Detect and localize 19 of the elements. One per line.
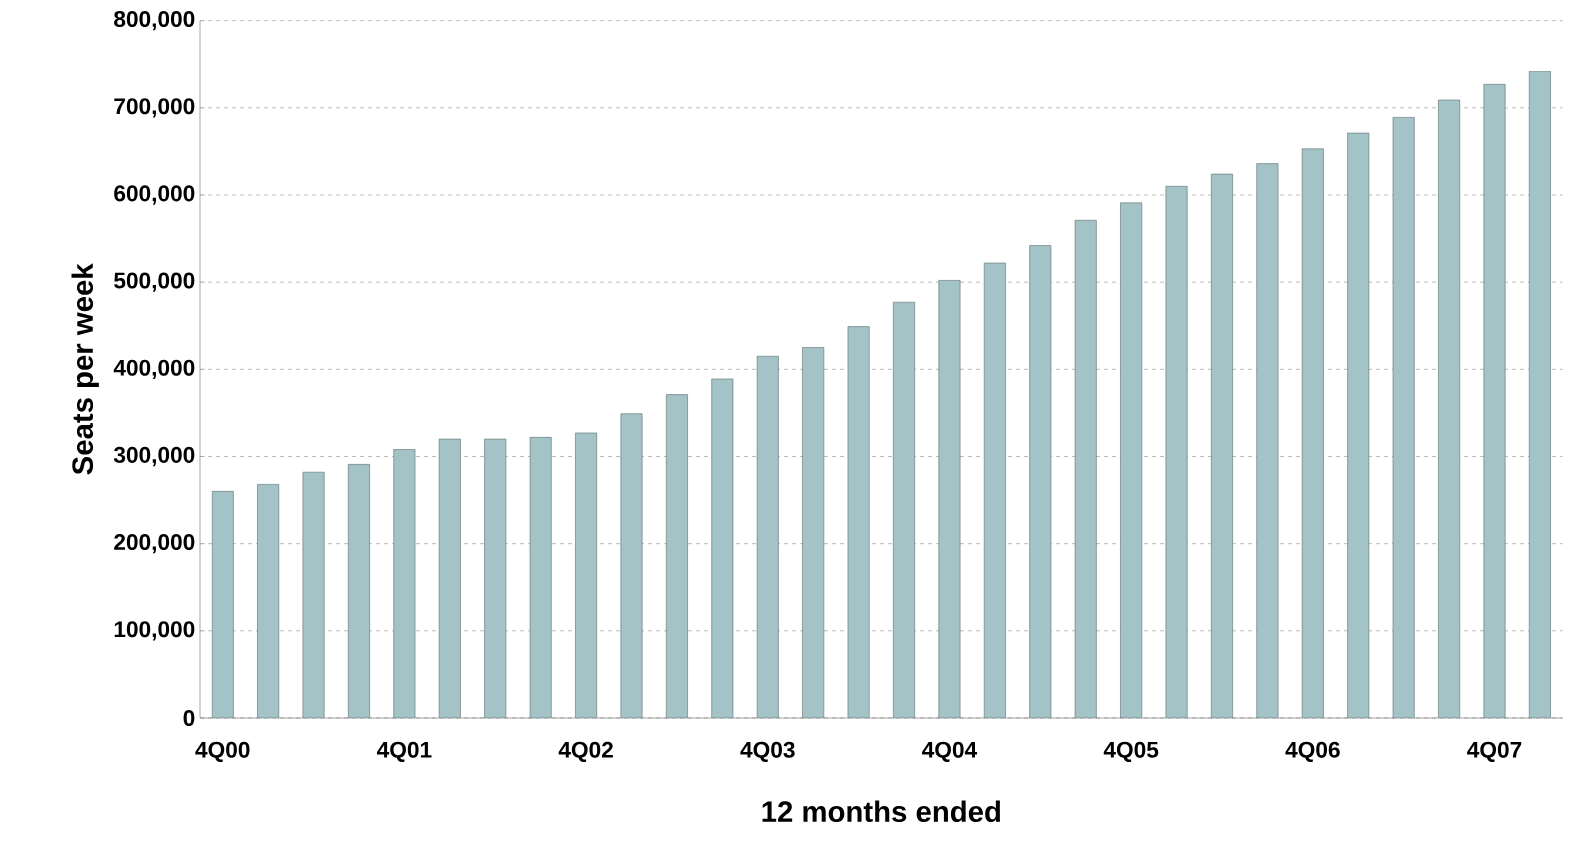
y-tick-label: 100,000 <box>114 621 195 641</box>
x-tick-label: 4Q05 <box>1103 741 1159 763</box>
x-tick-label: 4Q00 <box>195 741 250 763</box>
x-tick-label: 4Q04 <box>922 741 978 763</box>
y-tick-label: 0 <box>183 709 195 727</box>
y-tick-label: 400,000 <box>113 359 195 379</box>
y-tick-label: 200,000 <box>114 533 195 554</box>
y-tick-label: 800,000 <box>114 10 195 31</box>
x-tick-label: 4Q02 <box>558 741 613 763</box>
y-tick-label: 500,000 <box>114 272 195 292</box>
y-tick-label: 700,000 <box>114 98 195 118</box>
y-tick-label: 300,000 <box>113 446 195 467</box>
x-tick-label: 4Q07 <box>1467 741 1522 763</box>
y-axis-title: Seats per week <box>71 263 99 475</box>
x-tick-label: 4Q06 <box>1285 741 1340 763</box>
x-tick-label: 4Q03 <box>740 741 795 763</box>
x-axis-title: 12 months ended <box>762 800 1000 823</box>
x-tick-label: 4Q01 <box>377 741 432 763</box>
y-tick-label: 600,000 <box>114 185 195 205</box>
